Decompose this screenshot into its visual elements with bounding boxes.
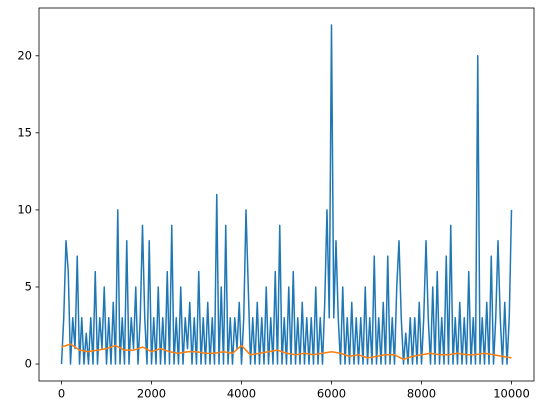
y-tick-label: 10 (17, 202, 32, 216)
x-tick-label: 2000 (137, 387, 166, 401)
y-tick-label: 15 (17, 125, 32, 139)
x-tick-label: 4000 (227, 387, 256, 401)
y-tick-label: 0 (25, 357, 32, 371)
x-tick-label: 8000 (407, 387, 436, 401)
data-line (61, 343, 512, 361)
x-tick-label: 0 (58, 387, 65, 401)
data-line (60, 24, 513, 365)
x-tick-label: 10000 (493, 387, 530, 401)
plot-frame (38, 7, 535, 382)
y-tick-label: 20 (17, 48, 32, 62)
y-tick-label: 5 (25, 279, 32, 293)
x-tick-label: 6000 (317, 387, 346, 401)
